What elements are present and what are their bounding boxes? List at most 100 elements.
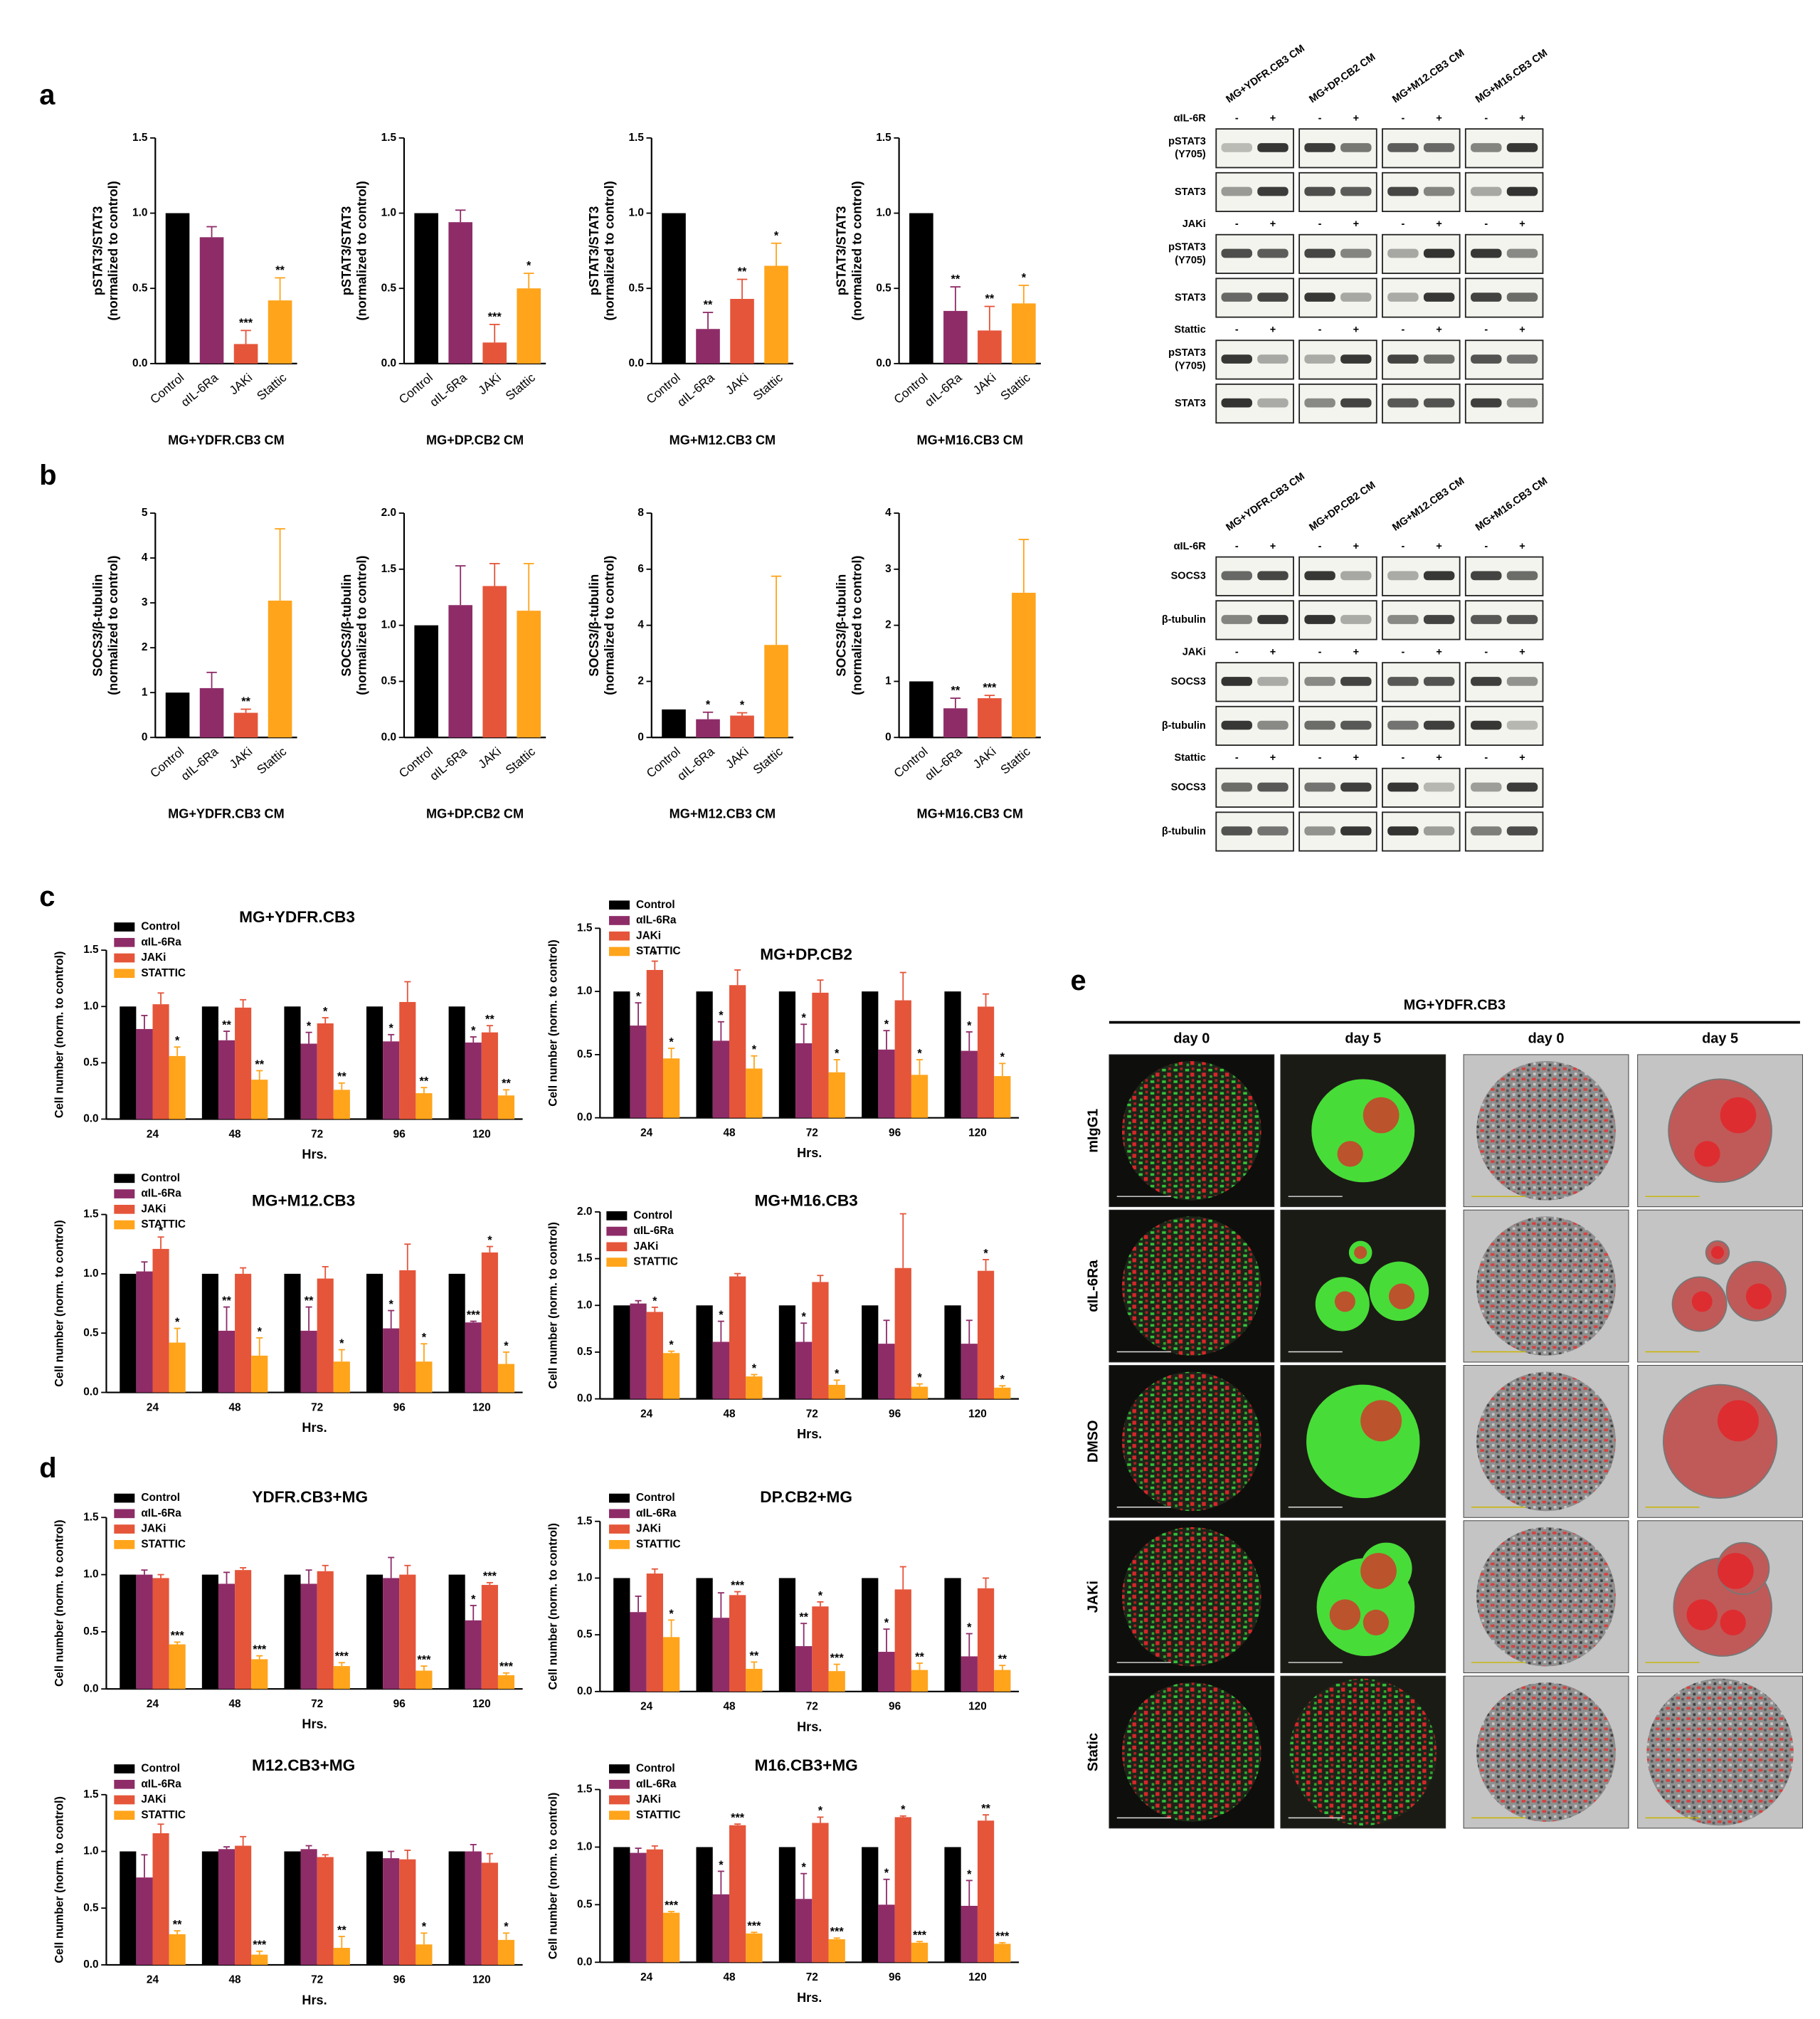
x-tick-label: 72 bbox=[311, 1128, 323, 1140]
x-tick-label: 24 bbox=[640, 1127, 653, 1139]
x-tick-label: JAKi bbox=[475, 370, 504, 397]
y-tick-label: 0.5 bbox=[83, 1327, 99, 1339]
blot-band bbox=[1221, 398, 1252, 408]
bar bbox=[120, 1574, 137, 1689]
bar bbox=[201, 1006, 218, 1119]
x-axis-label: Hrs. bbox=[797, 1719, 822, 1734]
x-tick-label: 48 bbox=[723, 1408, 736, 1420]
bar bbox=[812, 1606, 829, 1692]
bar bbox=[978, 330, 1002, 364]
y-tick-label: 2.0 bbox=[381, 507, 396, 519]
legend-swatch bbox=[114, 1509, 135, 1519]
x-tick-label: Stattic bbox=[750, 370, 785, 403]
spheroid bbox=[1122, 1527, 1261, 1667]
bar bbox=[201, 1851, 218, 1965]
blot-band bbox=[1340, 782, 1372, 792]
x-tick-label: 48 bbox=[229, 1401, 242, 1413]
legend-swatch bbox=[606, 1242, 628, 1252]
panel-label: e bbox=[1071, 965, 1086, 996]
y-tick-label: 0.0 bbox=[577, 1685, 592, 1697]
bar bbox=[218, 1849, 236, 1965]
spheroid-red bbox=[1360, 1400, 1402, 1442]
bar bbox=[201, 1574, 218, 1689]
x-tick-label: 72 bbox=[311, 1401, 323, 1413]
bar bbox=[994, 1670, 1011, 1692]
spheroid-red bbox=[1720, 1097, 1757, 1134]
blot-band bbox=[1257, 782, 1289, 792]
blot-protein: pSTAT3 bbox=[1168, 242, 1206, 253]
significance: ** bbox=[222, 1295, 231, 1307]
significance: * bbox=[706, 698, 711, 711]
bar bbox=[911, 1075, 928, 1118]
blot-sign: - bbox=[1318, 752, 1322, 764]
bar bbox=[497, 1364, 515, 1393]
blot-band bbox=[1257, 571, 1289, 581]
blot-sign: + bbox=[1353, 541, 1359, 552]
y-axis-label: Cell number (norm. to control) bbox=[546, 1793, 559, 1959]
bar bbox=[268, 600, 292, 738]
x-tick-label: 120 bbox=[968, 1701, 987, 1713]
legend-swatch bbox=[608, 900, 630, 910]
significance: *** bbox=[239, 317, 253, 330]
bar bbox=[152, 1578, 169, 1689]
blot-sign: - bbox=[1484, 218, 1488, 230]
bar bbox=[482, 586, 507, 738]
blot-band bbox=[1506, 354, 1538, 364]
bar bbox=[712, 1618, 730, 1692]
blot-column-label: MG+YDFR.CB3 CM bbox=[1224, 43, 1306, 105]
bar bbox=[235, 1570, 252, 1689]
blot-sign: - bbox=[1318, 218, 1322, 230]
blot-band bbox=[1506, 826, 1538, 835]
bar bbox=[662, 1353, 680, 1399]
bar bbox=[911, 1942, 928, 1963]
blot-protein: β-tubulin bbox=[1162, 826, 1206, 837]
y-tick-label: 1.0 bbox=[83, 1000, 98, 1012]
spheroid bbox=[1646, 1678, 1794, 1826]
blot-sign: + bbox=[1519, 647, 1525, 658]
bar bbox=[481, 1252, 498, 1393]
bar bbox=[465, 1322, 482, 1393]
bar bbox=[894, 1817, 911, 1963]
bar bbox=[662, 709, 686, 738]
significance: ** bbox=[951, 685, 961, 697]
chart-title: MG+DP.CB2 bbox=[760, 945, 852, 963]
significance: ** bbox=[951, 273, 961, 286]
legend-label: Control bbox=[636, 1763, 675, 1775]
blot-band bbox=[1221, 186, 1252, 196]
x-axis-label: MG+M16.CB3 CM bbox=[917, 807, 1023, 821]
blot-band bbox=[1340, 354, 1372, 364]
blot-band bbox=[1423, 186, 1455, 196]
x-tick-label: 96 bbox=[889, 1127, 901, 1139]
x-axis-label: Hrs. bbox=[302, 1147, 327, 1161]
bar bbox=[613, 1847, 630, 1963]
significance: * bbox=[752, 1362, 757, 1375]
y-axis-label: pSTAT3/STAT3 bbox=[339, 206, 354, 295]
blot-band bbox=[1471, 720, 1502, 730]
y-axis-label: (normalized to control) bbox=[355, 556, 369, 695]
x-tick-label: 48 bbox=[229, 1974, 242, 1986]
blot-band bbox=[1340, 248, 1372, 258]
bar bbox=[169, 1055, 186, 1119]
x-axis-label: MG+DP.CB2 CM bbox=[426, 433, 524, 447]
blot-band bbox=[1471, 354, 1502, 364]
bar bbox=[251, 1954, 268, 1965]
legend-label: JAKi bbox=[636, 929, 661, 942]
y-tick-label: 1.0 bbox=[381, 207, 396, 219]
bar bbox=[448, 222, 472, 364]
bar bbox=[630, 1612, 647, 1692]
significance: ** bbox=[241, 695, 250, 708]
blot-sign: + bbox=[1436, 752, 1441, 764]
spheroid-red bbox=[1745, 1283, 1772, 1309]
blot-band bbox=[1423, 720, 1455, 730]
blot-condition: Stattic bbox=[1174, 752, 1205, 764]
bar bbox=[746, 1933, 763, 1963]
blot-sign: - bbox=[1318, 647, 1322, 658]
blot-band bbox=[1471, 782, 1502, 792]
significance: *** bbox=[499, 1660, 514, 1673]
significance: ** bbox=[704, 299, 713, 312]
microscopy-column: day 5 bbox=[1345, 1030, 1381, 1046]
blot-protein: SOCS3 bbox=[1171, 676, 1206, 687]
significance: *** bbox=[995, 1930, 1010, 1943]
blot-sign: - bbox=[1484, 541, 1488, 552]
y-tick-label: 1.0 bbox=[629, 207, 644, 219]
